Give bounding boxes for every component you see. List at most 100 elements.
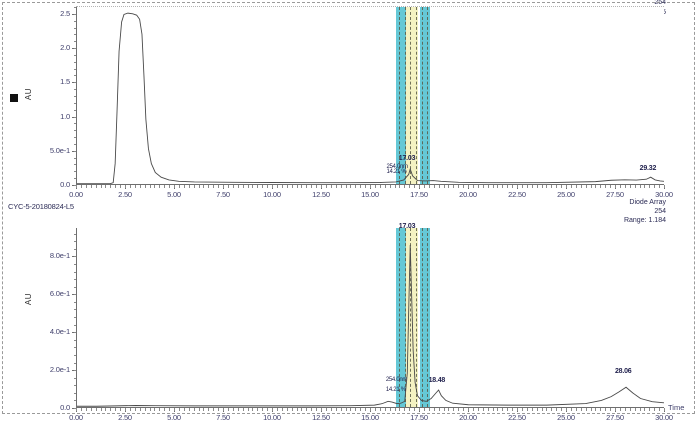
x-minor-tick xyxy=(551,185,553,188)
x-minor-tick xyxy=(536,408,538,411)
x-minor-tick xyxy=(306,185,308,188)
x-minor-tick xyxy=(517,185,518,188)
y-minor-tick xyxy=(73,317,76,319)
x-minor-tick xyxy=(360,185,362,188)
x-minor-tick xyxy=(521,185,523,188)
x-minor-tick xyxy=(487,408,489,411)
x-minor-tick xyxy=(115,408,117,411)
integration-band[interactable] xyxy=(402,7,407,184)
x-tick-label: 15.00 xyxy=(361,190,379,199)
x-minor-tick xyxy=(664,185,665,188)
x-minor-tick xyxy=(492,408,494,411)
y-minor-tick xyxy=(73,385,76,387)
x-minor-tick xyxy=(644,408,646,411)
chromatogram-panel-bottom[interactable]: Diode Array 254 Range: 1.184 AU 0.0 2.0e-… xyxy=(0,199,700,422)
y-minor-tick xyxy=(73,13,76,15)
peak-marker-line[interactable] xyxy=(410,7,412,184)
trace-line-top xyxy=(77,7,664,184)
y-tick-label: 6.0e-1 xyxy=(49,289,70,299)
x-minor-tick xyxy=(468,185,469,188)
y-minor-tick xyxy=(73,41,76,43)
x-minor-tick xyxy=(453,185,455,188)
peak-marker-line[interactable] xyxy=(427,7,429,184)
peak-marker-line[interactable] xyxy=(422,228,424,407)
x-minor-tick xyxy=(384,408,386,411)
x-minor-tick xyxy=(262,408,264,411)
x-tick-label: 17.50 xyxy=(410,190,428,199)
chromatogram-panel-top[interactable]: AU 254 Range: 2.515 0.05.0e-11.01.52.02.… xyxy=(0,0,700,211)
x-minor-tick xyxy=(463,185,465,188)
y-minor-tick xyxy=(73,271,76,273)
y-minor-tick xyxy=(73,233,76,235)
y-minor-tick xyxy=(73,61,76,63)
x-minor-tick xyxy=(482,185,484,188)
plot-top-border-line xyxy=(76,6,664,7)
y-minor-tick xyxy=(73,264,76,265)
x-minor-tick xyxy=(311,408,313,411)
x-minor-tick xyxy=(654,408,656,411)
x-minor-tick xyxy=(404,408,406,411)
y-minor-tick xyxy=(73,116,76,118)
y-minor-tick xyxy=(73,137,76,139)
integration-band[interactable] xyxy=(402,228,407,407)
sample-name-label: CYC-5-20180824-L5 xyxy=(8,202,74,211)
plot-area-top[interactable] xyxy=(76,7,664,185)
x-minor-tick xyxy=(659,408,661,411)
peak-annotation-label: 254.0nm xyxy=(386,164,408,171)
x-minor-tick xyxy=(463,408,465,411)
detector-label-bottom: Diode Array xyxy=(629,199,666,206)
y-minor-tick xyxy=(73,75,76,77)
plot-area-bottom[interactable] xyxy=(76,228,664,408)
x-minor-tick xyxy=(585,185,587,188)
y-minor-tick xyxy=(73,164,76,166)
x-minor-tick xyxy=(90,185,92,188)
x-minor-tick xyxy=(311,185,313,188)
x-minor-tick xyxy=(105,185,107,188)
peak-marker-line[interactable] xyxy=(427,228,429,407)
x-minor-tick xyxy=(129,185,131,188)
x-minor-tick xyxy=(306,408,308,411)
x-minor-tick xyxy=(257,185,259,188)
x-minor-tick xyxy=(370,408,371,411)
y-minor-tick xyxy=(73,7,76,8)
integration-band[interactable] xyxy=(424,228,430,407)
x-minor-tick xyxy=(492,185,494,188)
peak-marker-line[interactable] xyxy=(399,228,401,407)
y-minor-tick xyxy=(73,27,76,29)
x-minor-tick xyxy=(291,185,293,188)
peak-marker-line[interactable] xyxy=(404,228,406,407)
peak-marker-line[interactable] xyxy=(404,7,406,184)
x-minor-tick xyxy=(80,185,82,188)
x-minor-tick xyxy=(526,185,528,188)
peak-marker-line[interactable] xyxy=(422,7,424,184)
x-minor-tick xyxy=(291,408,293,411)
peak-annotation-label: 28.06 xyxy=(614,367,632,375)
x-minor-tick xyxy=(477,185,479,188)
peak-marker-line[interactable] xyxy=(416,228,418,407)
x-minor-tick xyxy=(129,408,131,411)
peak-marker-line[interactable] xyxy=(410,228,412,407)
x-minor-tick xyxy=(639,408,641,411)
x-minor-tick xyxy=(615,408,616,411)
x-minor-tick xyxy=(575,408,577,411)
integration-band[interactable] xyxy=(406,7,418,184)
y-minor-tick xyxy=(73,309,76,311)
x-minor-tick xyxy=(615,185,616,188)
y-minor-tick xyxy=(73,130,76,132)
x-minor-tick xyxy=(521,408,523,411)
y-minor-tick xyxy=(73,171,76,173)
x-minor-tick xyxy=(223,408,224,411)
x-minor-tick xyxy=(531,408,533,411)
x-minor-tick xyxy=(139,185,141,188)
integration-band[interactable] xyxy=(424,7,430,184)
x-minor-tick xyxy=(472,408,474,411)
peak-marker-line[interactable] xyxy=(416,7,418,184)
y-minor-tick xyxy=(73,301,76,303)
x-minor-tick xyxy=(203,185,205,188)
x-minor-tick xyxy=(144,185,146,188)
x-minor-tick xyxy=(232,185,234,188)
x-tick-label: 7.50 xyxy=(216,190,230,199)
y-minor-tick xyxy=(73,143,76,145)
x-minor-tick xyxy=(551,408,553,411)
peak-marker-line[interactable] xyxy=(399,7,401,184)
